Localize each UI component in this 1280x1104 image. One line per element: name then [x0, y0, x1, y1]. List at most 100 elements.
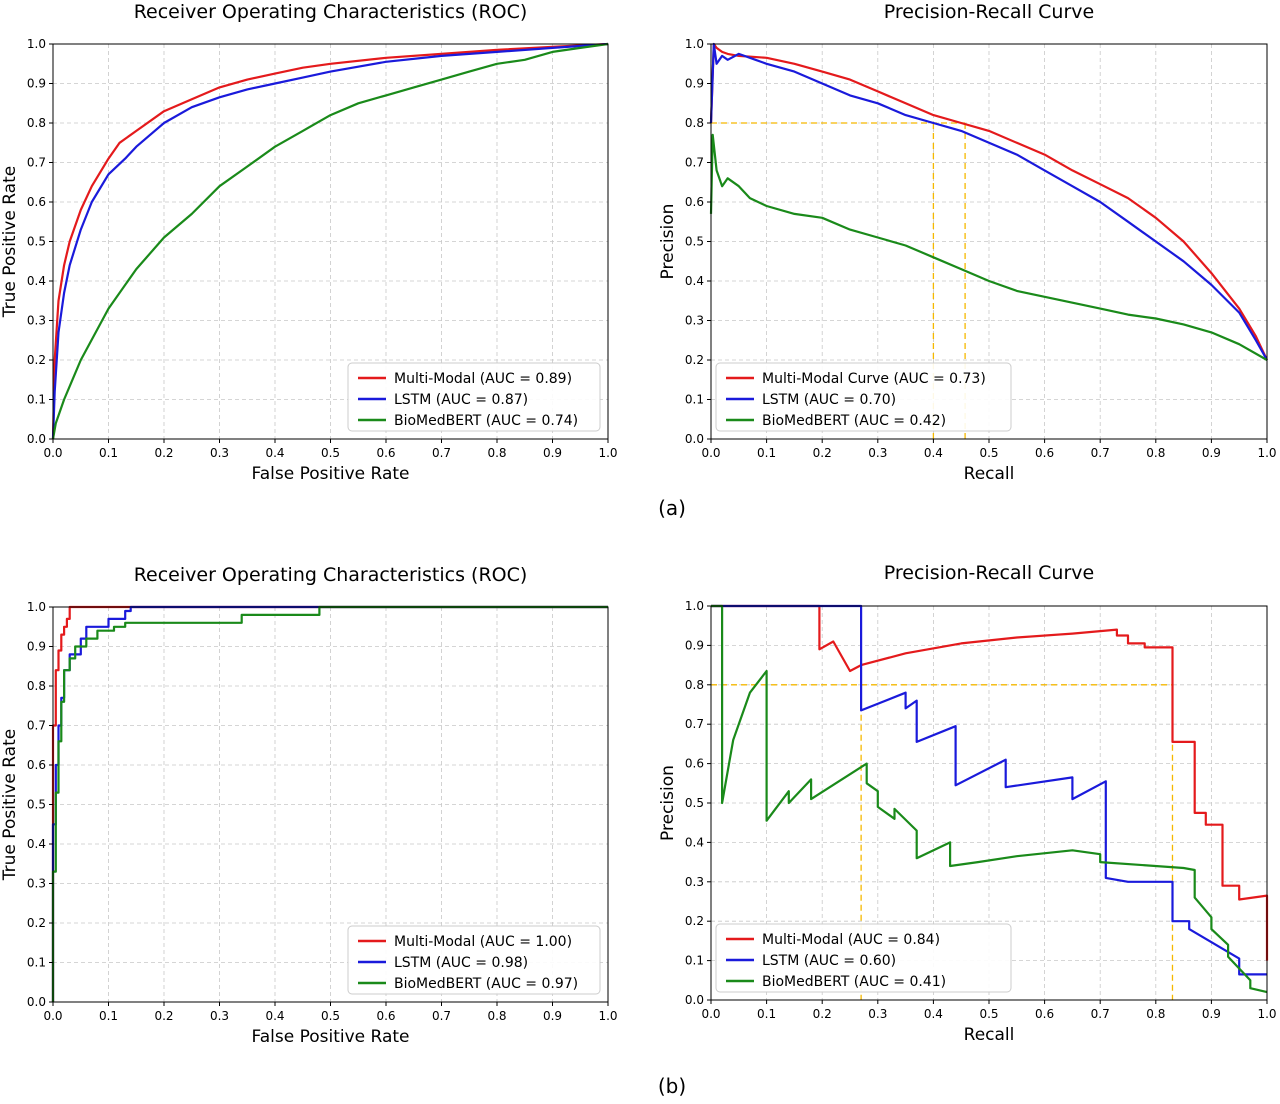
y-tick-label: 1.0	[27, 37, 46, 51]
x-tick-label: 0.2	[813, 446, 832, 460]
legend-entry: BioMedBERT (AUC = 0.97)	[394, 976, 578, 992]
x-tick-label: 0.3	[868, 1007, 887, 1021]
x-tick-label: 0.7	[432, 1009, 451, 1023]
x-axis-label: False Positive Rate	[252, 464, 410, 484]
y-tick-label: 0.1	[685, 954, 704, 968]
y-tick-label: 0.0	[685, 432, 704, 446]
y-tick-label: 0.8	[685, 678, 704, 692]
legend-box	[347, 925, 601, 995]
chart-title: Precision-Recall Curve	[884, 1, 1094, 23]
y-tick-label: 0.0	[27, 432, 46, 446]
x-tick-label: 0.3	[210, 1009, 229, 1023]
legend-entry: BioMedBERT (AUC = 0.42)	[762, 413, 946, 429]
x-tick-label: 0.0	[701, 1007, 720, 1021]
legend: Multi-Modal (AUC = 0.89) LSTM (AUC = 0.87…	[347, 362, 601, 432]
x-tick-label: 0.5	[979, 446, 998, 460]
y-tick-label: 0.7	[685, 717, 704, 731]
series-line-2	[709, 42, 1268, 361]
series-line-3	[711, 604, 1268, 994]
y-tick-label: 0.1	[685, 393, 704, 407]
legend-entry: BioMedBERT (AUC = 0.41)	[762, 974, 946, 990]
y-tick-label: 0.5	[27, 235, 46, 249]
x-axis-label: False Positive Rate	[252, 1027, 410, 1047]
y-tick-label: 0.4	[27, 837, 46, 851]
x-axis-label: Recall	[964, 464, 1015, 484]
y-tick-label: 0.4	[27, 274, 46, 288]
y-tick-label: 0.5	[685, 235, 704, 249]
legend: Multi-Modal (AUC = 0.84) LSTM (AUC = 0.60…	[715, 923, 1012, 993]
x-tick-label: 0.7	[1091, 446, 1110, 460]
y-axis-label: Precision	[658, 204, 678, 280]
x-tick-label: 1.0	[598, 1009, 617, 1023]
x-tick-label: 0.0	[43, 446, 62, 460]
x-tick-label: 0.1	[757, 1007, 776, 1021]
x-tick-label: 0.5	[321, 446, 340, 460]
legend-entry: LSTM (AUC = 0.87)	[394, 392, 528, 408]
x-tick-label: 0.6	[1035, 1007, 1054, 1021]
series-line-3	[51, 42, 609, 440]
y-tick-label: 0.4	[685, 835, 704, 849]
series-line-3	[51, 605, 608, 1002]
x-tick-label: 0.1	[99, 446, 118, 460]
y-tick-label: 0.9	[27, 640, 46, 654]
x-tick-label: 0.5	[321, 1009, 340, 1023]
y-tick-label: 1.0	[685, 37, 704, 51]
y-tick-label: 0.2	[27, 353, 46, 367]
y-tick-label: 0.6	[685, 757, 704, 771]
y-tick-label: 0.4	[685, 274, 704, 288]
x-tick-label: 1.0	[598, 446, 617, 460]
y-tick-label: 0.3	[685, 314, 704, 328]
x-tick-label: 0.2	[154, 446, 173, 460]
legend-box	[347, 362, 601, 432]
legend-entry: Multi-Modal (AUC = 0.84)	[762, 932, 940, 948]
legend-box	[715, 923, 1012, 993]
series-line-3	[709, 133, 1268, 361]
x-axis-label: Recall	[964, 1025, 1015, 1045]
x-tick-label: 0.5	[979, 1007, 998, 1021]
x-tick-label: 0.6	[376, 446, 395, 460]
x-tick-label: 0.1	[757, 446, 776, 460]
x-tick-label: 0.8	[487, 446, 506, 460]
legend-entry: BioMedBERT (AUC = 0.74)	[394, 413, 578, 429]
y-axis-label: True Positive Rate	[0, 166, 20, 318]
caption-a: (a)	[658, 496, 686, 520]
legend: Multi-Modal Curve (AUC = 0.73) LSTM (AUC …	[715, 362, 1012, 432]
legend-entry: Multi-Modal (AUC = 0.89)	[394, 371, 572, 387]
x-tick-label: 0.4	[924, 446, 943, 460]
x-tick-label: 0.8	[1146, 1007, 1165, 1021]
y-tick-label: 0.2	[27, 916, 46, 930]
x-tick-label: 0.8	[1146, 446, 1165, 460]
y-tick-label: 1.0	[27, 600, 46, 614]
y-tick-label: 0.1	[27, 393, 46, 407]
y-tick-label: 0.6	[27, 758, 46, 772]
x-tick-label: 0.4	[265, 1009, 284, 1023]
y-tick-label: 0.9	[685, 638, 704, 652]
chart-panel-2: 0.0 0.1 0.2 0.3 0.4 0.5 0.6 0.7 0.8 0.9 1.0 0.0 0.1 0…	[658, 1, 1277, 484]
legend-box	[715, 362, 1012, 432]
legend-entry: LSTM (AUC = 0.60)	[762, 953, 896, 969]
x-tick-label: 0.7	[432, 446, 451, 460]
x-tick-label: 0.8	[487, 1009, 506, 1023]
x-tick-label: 0.3	[868, 446, 887, 460]
y-tick-label: 0.7	[685, 156, 704, 170]
y-tick-label: 0.9	[27, 77, 46, 91]
y-tick-label: 0.5	[685, 796, 704, 810]
chart-title: Precision-Recall Curve	[884, 562, 1094, 584]
chart-title: Receiver Operating Characteristics (ROC)	[134, 1, 528, 23]
x-tick-label: 0.3	[210, 446, 229, 460]
x-tick-label: 0.6	[376, 1009, 395, 1023]
x-tick-label: 0.4	[265, 446, 284, 460]
y-tick-label: 0.0	[27, 995, 46, 1009]
x-tick-label: 0.9	[1202, 446, 1221, 460]
x-tick-label: 0.2	[154, 1009, 173, 1023]
x-tick-label: 0.2	[813, 1007, 832, 1021]
x-tick-label: 0.9	[1202, 1007, 1221, 1021]
x-tick-label: 0.7	[1091, 1007, 1110, 1021]
x-tick-label: 1.0	[1257, 1007, 1276, 1021]
x-tick-label: 0.4	[924, 1007, 943, 1021]
series-line-2	[51, 42, 609, 440]
y-tick-label: 0.3	[27, 314, 46, 328]
y-tick-label: 0.8	[27, 116, 46, 130]
legend-entry: LSTM (AUC = 0.98)	[394, 955, 528, 971]
series-line-1	[709, 42, 1268, 361]
